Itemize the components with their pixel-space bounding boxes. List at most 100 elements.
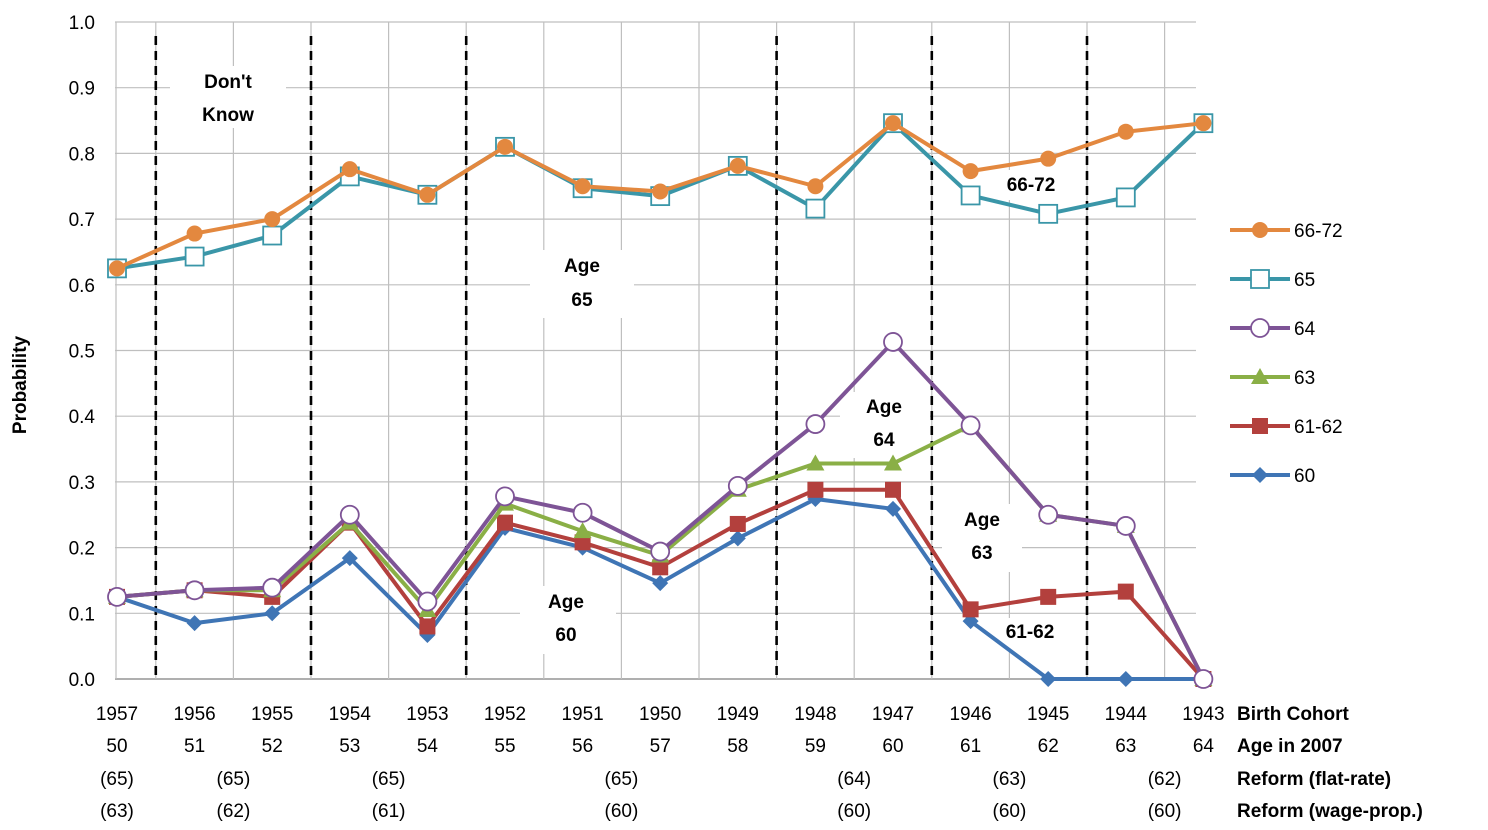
legend: 66-72 65 64 63 61-62 60: [1230, 221, 1343, 487]
annotation-box: [982, 618, 1080, 650]
marker-square: [807, 481, 824, 498]
annotation-age60-1: Age: [548, 592, 584, 613]
marker-square: [1252, 418, 1268, 434]
age-2007-label: 56: [572, 736, 593, 757]
age-2007-label: 50: [106, 736, 127, 757]
marker-circle: [1195, 115, 1212, 132]
marker-circle-open: [1038, 504, 1059, 525]
marker-triangle: [884, 454, 902, 471]
legend-item-65: 65: [1230, 269, 1315, 291]
marker-square-open: [1115, 187, 1136, 208]
y-axis-label: Probability: [10, 335, 31, 434]
marker-circle-open: [650, 541, 671, 562]
marker-circle: [264, 211, 281, 228]
reform-wage-label: (60): [605, 801, 639, 822]
row-label-birth_cohort: Birth Cohort: [1237, 704, 1350, 725]
marker-circle: [1040, 150, 1057, 167]
x-tick-label: 1948: [794, 704, 836, 725]
reform-wage-label: (62): [217, 801, 251, 822]
marker-circle: [574, 178, 591, 195]
reform-flat-label: (65): [605, 769, 639, 790]
legend-label: 66-72: [1294, 221, 1343, 242]
marker-square: [497, 514, 513, 531]
marker-diamond: [1040, 671, 1057, 687]
marker-circle: [1117, 123, 1134, 140]
series-64: [107, 332, 1214, 689]
annotation-box: [840, 392, 930, 458]
x-tick-label: 1952: [484, 704, 526, 725]
marker-circle-open: [339, 504, 360, 525]
x-tick-label: 1944: [1105, 704, 1148, 725]
marker-square: [1040, 588, 1057, 605]
y-tick-label: 0.3: [69, 473, 95, 494]
marker-circle-open: [572, 502, 593, 523]
marker-triangle: [1251, 368, 1269, 384]
annotation-box: [992, 170, 1072, 200]
marker-circle: [497, 138, 513, 155]
x-tick-label: 1954: [329, 704, 372, 725]
x-tick-label: 1955: [251, 704, 293, 725]
marker-square: [1117, 583, 1134, 600]
marker-square-open: [262, 225, 283, 246]
marker-circle: [807, 178, 824, 195]
marker-square-open: [184, 246, 205, 267]
legend-item-66-72: 66-72: [1230, 221, 1343, 242]
marker-diamond: [652, 575, 669, 592]
reform-wage-label: (60): [993, 801, 1027, 822]
marker-circle: [109, 260, 125, 277]
marker-square: [962, 601, 979, 618]
age-2007-label: 57: [650, 736, 671, 757]
marker-diamond: [1252, 467, 1268, 483]
annotation-age64-2: 64: [873, 430, 895, 451]
reform-wage-label: (60): [1148, 801, 1182, 822]
reform-flat-label: (65): [372, 769, 406, 790]
row-label-reform_wage: Reform (wage-prop.): [1237, 801, 1423, 822]
legend-label: 65: [1294, 270, 1315, 291]
series-66-72: [109, 115, 1212, 277]
y-tick-label: 0.7: [69, 210, 95, 231]
x-tick-label: 1956: [173, 704, 215, 725]
age-2007-label: 52: [262, 736, 283, 757]
marker-diamond: [729, 530, 746, 547]
age-2007-label: 59: [805, 736, 826, 757]
annotation-band-66-72: 66-72: [1007, 175, 1056, 196]
marker-diamond: [885, 500, 901, 517]
annotation-age60-2: 60: [555, 625, 576, 646]
annotation-boxes: [170, 66, 1080, 654]
x-tick-label: 1943: [1182, 704, 1224, 725]
legend-label: 60: [1294, 466, 1315, 487]
x-axis-rows: 1957 1956 1955 1954 1953 1952 1951 1950 1949 1948…: [96, 704, 1423, 822]
x-tick-label: 1945: [1027, 704, 1069, 725]
annotation-box: [942, 504, 1022, 572]
marker-square-open: [805, 198, 826, 219]
legend-label: 64: [1294, 319, 1316, 340]
y-tick-label: 0.1: [69, 604, 95, 625]
annotation-age65-1: Age: [564, 256, 600, 277]
annotation-dont-know-2: Know: [202, 105, 254, 126]
reform-flat-label: (63): [993, 769, 1027, 790]
x-tick-label: 1950: [639, 704, 681, 725]
age-2007-label: 55: [494, 736, 515, 757]
marker-circle-open: [107, 586, 127, 607]
reform-flat-label: (62): [1148, 769, 1182, 790]
age-2007-label: 63: [1115, 736, 1136, 757]
marker-circle: [186, 225, 203, 242]
annotation-dont-know-1: Don't: [204, 72, 252, 93]
marker-triangle: [573, 522, 592, 539]
marker-diamond: [1117, 671, 1134, 687]
marker-circle: [1252, 222, 1268, 238]
age-2007-label: 54: [417, 736, 439, 757]
marker-circle-open: [1250, 318, 1270, 338]
marker-circle: [962, 163, 979, 180]
age-2007-label: 58: [727, 736, 748, 757]
x-tick-label: 1946: [949, 704, 991, 725]
reform-wage-label: (60): [837, 801, 871, 822]
marker-square-open: [960, 185, 981, 206]
age-2007-label: 53: [339, 736, 360, 757]
reform-flat-label: (64): [837, 769, 871, 790]
annotation-band-61-62: 61-62: [1006, 622, 1055, 643]
legend-item-61-62: 61-62: [1230, 417, 1343, 438]
annotation-box: [170, 66, 286, 128]
x-tick-label: 1953: [406, 704, 448, 725]
